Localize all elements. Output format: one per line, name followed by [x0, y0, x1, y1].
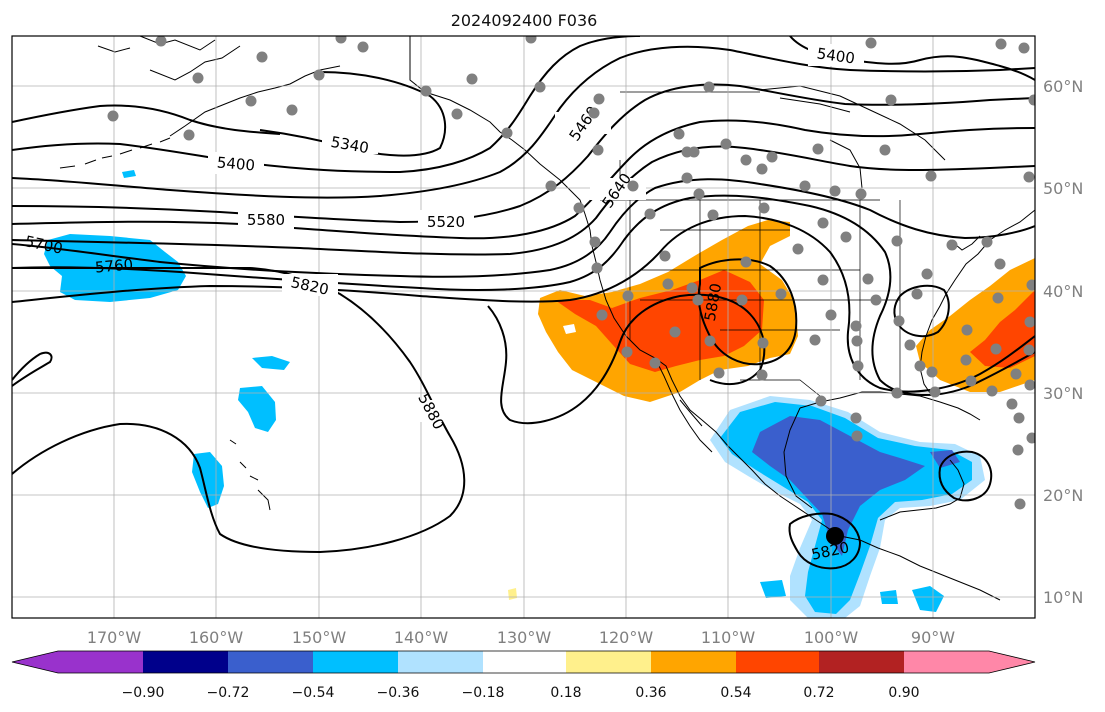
coastline-baja	[654, 357, 713, 453]
colorbar-segment	[819, 651, 904, 673]
aleutian-islands	[59, 137, 171, 169]
contour-label: 5400	[816, 44, 856, 67]
colorbar-segment	[736, 651, 819, 673]
lon-label: 90°W	[911, 628, 955, 647]
colorbar-segment	[58, 651, 143, 673]
coastline-alaska	[97, 36, 561, 181]
contour-5340-low	[259, 71, 447, 157]
central-america-blue-patch-2	[760, 580, 786, 598]
mexico-medium-blue-core	[752, 416, 925, 556]
colorbar-segment	[483, 651, 566, 673]
colorbar-extend-high	[989, 651, 1035, 673]
colorbar-segment	[651, 651, 736, 673]
colorbar-outline	[11, 650, 1036, 674]
pacific-blue-patch-small	[122, 170, 136, 178]
colorbar-tick-label: 0.72	[803, 685, 834, 701]
hawaii-blue-patch-3	[252, 356, 290, 370]
map-title: 2024092400 F036	[451, 11, 598, 30]
yellow-spot	[508, 588, 517, 600]
colorbar-tick-label: −0.54	[292, 685, 335, 701]
lat-label: 40°N	[1043, 282, 1083, 301]
contour-5880-main	[12, 267, 466, 554]
lon-label: 150°W	[292, 628, 347, 647]
colorbar-segment	[228, 651, 313, 673]
colorbar-extend-low	[12, 651, 58, 673]
colorbar-tick-label: 0.90	[888, 685, 919, 701]
lon-label: 160°W	[189, 628, 244, 647]
map-panel: 5400 5340 5400 5460 5640 5580 5520 5700 …	[12, 36, 1035, 618]
location-marker	[826, 527, 844, 545]
colorbar-tick-label: 0.54	[720, 685, 751, 701]
contour-label: 5400	[216, 153, 256, 174]
contour-5880-pacific	[12, 351, 53, 387]
colorbar-tick-label: 0.18	[550, 685, 581, 701]
contour-5340-west	[12, 104, 281, 135]
lon-label: 110°W	[701, 628, 756, 647]
contour-gulf-high	[938, 450, 993, 502]
hawaii-blue-patch-1	[238, 386, 276, 432]
colorbar: −0.90 −0.72 −0.54 −0.36 −0.18 0.18 0.36 …	[11, 650, 1036, 701]
lat-label: 60°N	[1043, 77, 1083, 96]
colorbar-segment	[904, 651, 989, 673]
lat-label: 20°N	[1043, 486, 1083, 505]
colorbar-segment	[313, 651, 398, 673]
map-frame	[11, 35, 1036, 619]
latitude-labels: 10°N 20°N 30°N 40°N 50°N 60°N	[1043, 77, 1083, 607]
lon-label: 100°W	[804, 628, 859, 647]
contour-label: 5520	[427, 213, 465, 231]
contour-label: 5580	[247, 211, 285, 229]
lat-label: 10°N	[1043, 588, 1083, 607]
colorbar-tick-label: −0.36	[377, 685, 420, 701]
contour-5820	[12, 214, 1035, 393]
colorbar-tick-label: −0.90	[122, 685, 165, 701]
small-white-patch	[563, 324, 576, 334]
contour-5880-core	[697, 258, 798, 366]
colorbar-tick-label: −0.72	[207, 685, 250, 701]
contour-5820-south	[788, 512, 862, 570]
colorbar-segment	[398, 651, 483, 673]
contour-5400-west	[12, 36, 641, 174]
colorbar-tick-label: −0.18	[462, 685, 505, 701]
lat-label: 30°N	[1043, 384, 1083, 403]
longitude-labels: 170°W 160°W 150°W 140°W 130°W 120°W 110°…	[87, 628, 955, 647]
colorbar-segment	[566, 651, 651, 673]
colorbar-segment	[143, 651, 228, 673]
lon-label: 120°W	[599, 628, 654, 647]
contour-east-low	[893, 284, 950, 338]
central-america-blue-patch-1	[912, 586, 944, 612]
contour-label: 5760	[94, 255, 134, 276]
contour-5520	[12, 83, 1035, 224]
lat-label: 50°N	[1043, 179, 1083, 198]
lon-label: 140°W	[394, 628, 449, 647]
coastline-west-coast	[559, 179, 1001, 601]
lon-label: 130°W	[497, 628, 552, 647]
hawaii-islands	[229, 439, 271, 511]
colorbar-tick-label: 0.36	[635, 685, 666, 701]
contour-5640	[12, 145, 1035, 256]
station-dots	[107, 36, 1035, 510]
lon-label: 170°W	[87, 628, 142, 647]
